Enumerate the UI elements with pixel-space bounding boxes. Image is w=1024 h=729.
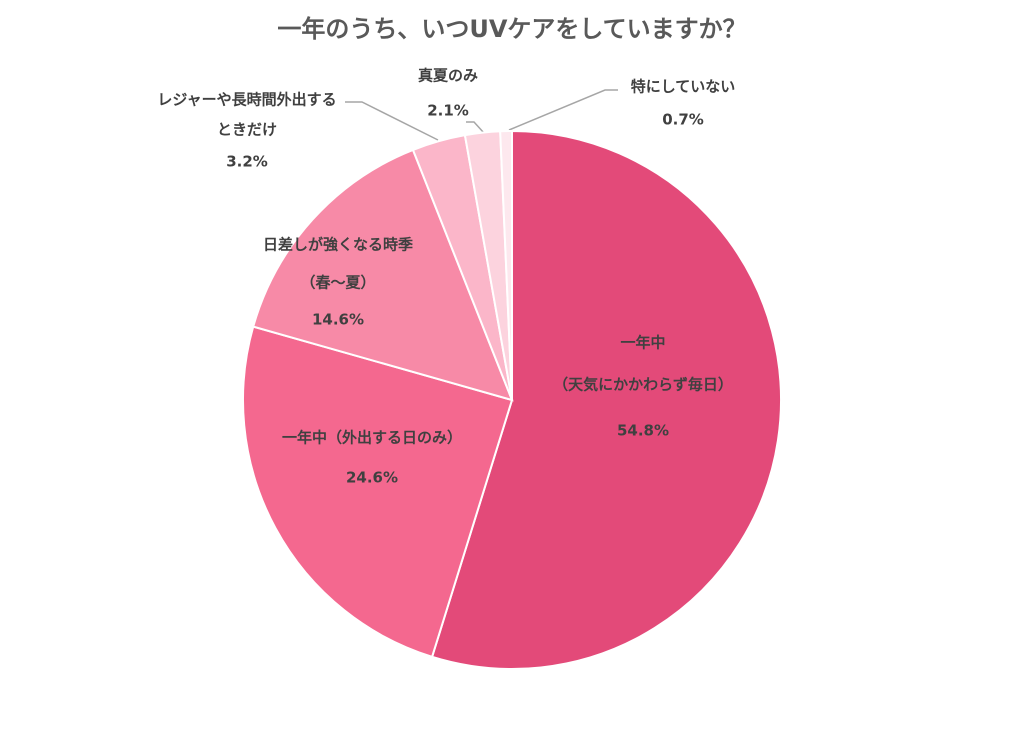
slice-label: ときだけ [217, 121, 277, 139]
slice-label: （春～夏） [300, 274, 375, 292]
slice-label: 真夏のみ [418, 67, 478, 85]
value-label: 3.2% [226, 153, 268, 171]
value-label: 2.1% [427, 102, 469, 120]
value-label: 0.7% [662, 111, 704, 129]
slice-label: 一年中 [620, 334, 665, 352]
pie-slice [251, 148, 514, 402]
pie-slice [499, 129, 513, 401]
slice-label: 特にしていない [631, 78, 736, 96]
slice-label: 日差しが強くなる時季 [263, 236, 413, 254]
leader-line [466, 121, 485, 134]
value-label: 24.6% [346, 469, 398, 487]
pie-slice [430, 129, 782, 670]
slice-label: 一年中（外出する日のみ） [282, 429, 462, 447]
chart-title: 一年のうち、いつUVケアをしていますか？ [277, 15, 746, 43]
slice-label: （天気にかかわらず毎日） [553, 376, 733, 394]
value-label: 54.8% [617, 422, 669, 440]
leader-line [508, 89, 618, 131]
slice-label: レジャーや長時間外出する [157, 91, 336, 109]
leader-line [345, 101, 439, 141]
value-label: 14.6% [312, 311, 364, 329]
pie-slice [242, 325, 514, 659]
